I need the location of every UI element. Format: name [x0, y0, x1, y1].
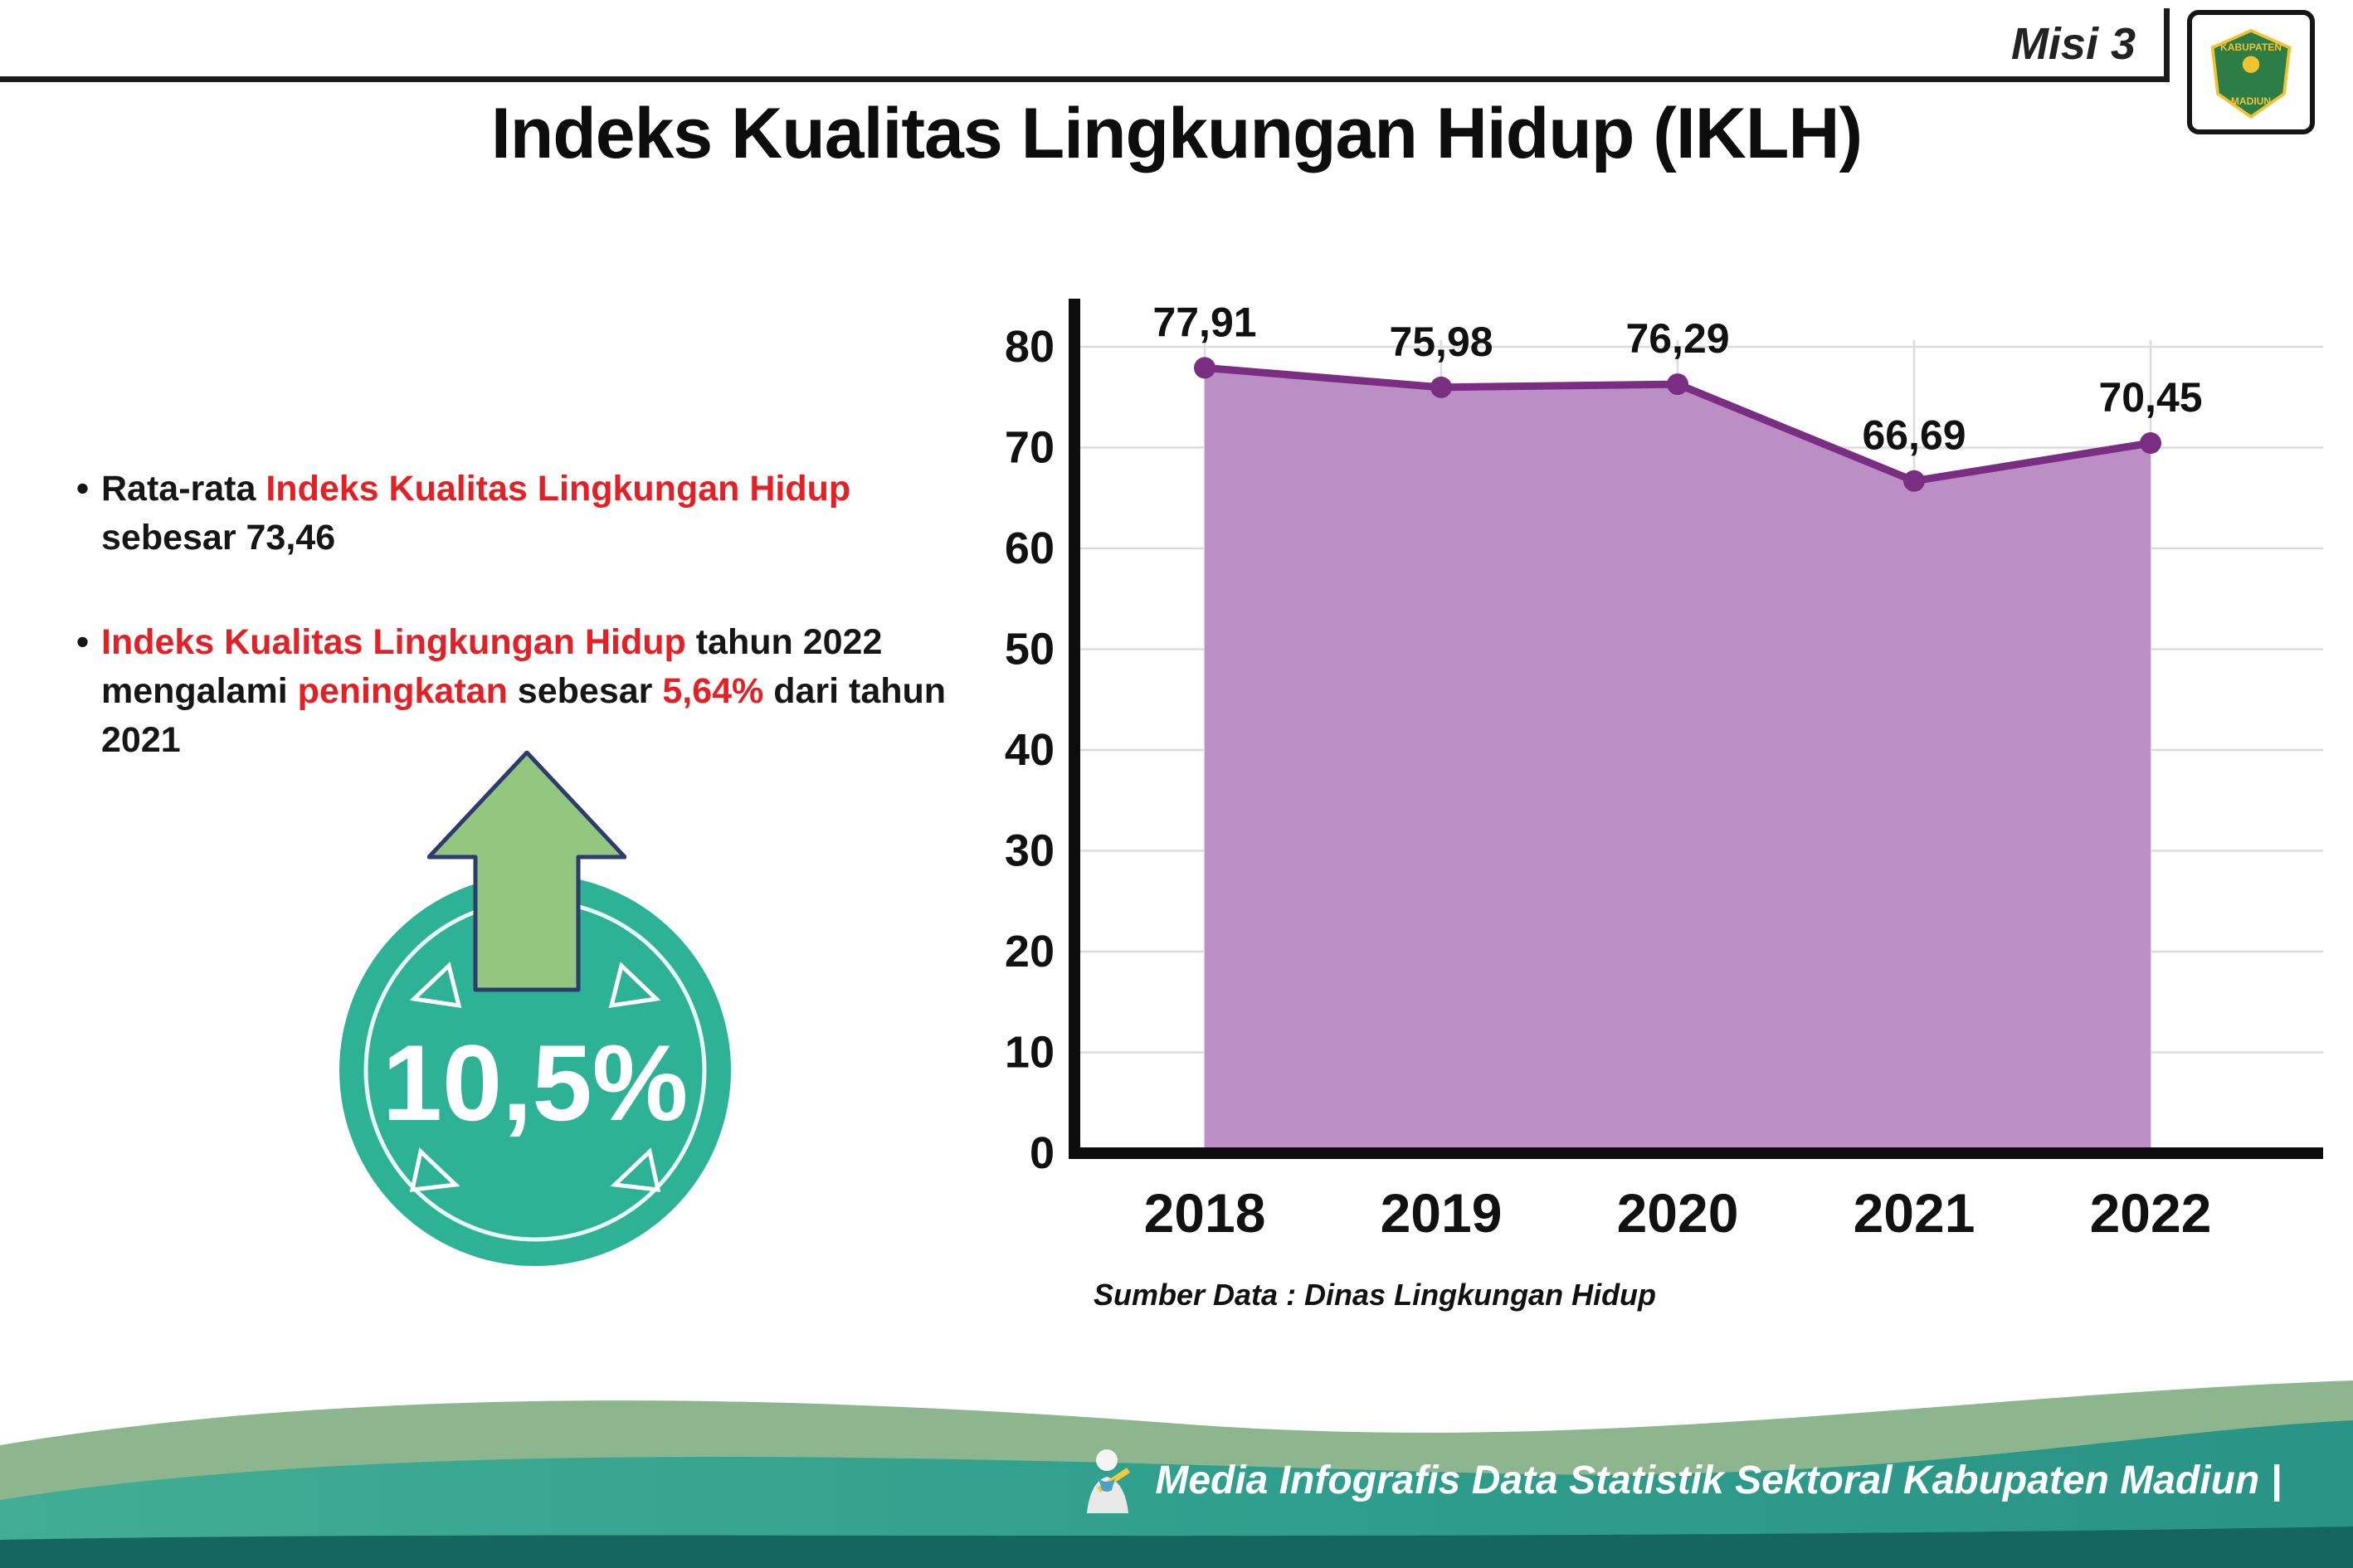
x-axis-label: 2020 [1617, 1182, 1739, 1244]
bullet-increase-2022: • Indeks Kualitas Lingkungan Hidup tahun … [76, 618, 964, 766]
footer-wave-art [0, 1376, 2353, 1568]
footer-caption-row: Media Infografis Data Statistik Sektoral… [1079, 1445, 2282, 1515]
badge-circle: 10,5% [339, 874, 731, 1266]
iklh-chart-area: 77,91 75,98 76,29 66,69 70,45 0 10 20 30 40 50 60 70… [979, 282, 2340, 1286]
crest-icon: KABUPATEN MADIUN [2210, 28, 2292, 119]
bullet2-highlight1: Indeks Kualitas Lingkungan Hidup [101, 621, 686, 662]
mascot-body [1087, 1477, 1129, 1513]
bullet-dot: • [76, 621, 90, 662]
x-axis-label: 2018 [1144, 1182, 1266, 1244]
logo-bottom-text: MADIUN [2231, 95, 2271, 107]
badge-percentage: 10,5% [382, 1022, 689, 1143]
y-axis-label: 40 [1005, 725, 1055, 775]
footer-wave-dark [0, 1527, 2353, 1568]
y-axis-label: 0 [1030, 1128, 1055, 1178]
badge-triangle-nw [409, 962, 462, 1009]
y-axis-label: 60 [1005, 523, 1055, 573]
misi-label: Misi 3 [2010, 19, 2136, 69]
bullet1-highlight: Indeks Kualitas Lingkungan Hidup [266, 469, 851, 509]
y-axis-label: 20 [1005, 927, 1055, 976]
up-arrow-shape [426, 750, 627, 992]
data-point-label: 75,98 [1389, 319, 1493, 365]
y-axis-label: 70 [1005, 423, 1055, 473]
header-rule [0, 76, 2167, 82]
bullet-average-iklh: • Rata-rata Indeks Kualitas Lingkungan Hi… [76, 465, 964, 563]
data-point-label: 77,91 [1152, 299, 1256, 345]
header-rule-corner [2164, 8, 2170, 82]
bullet1-value: sebesar 73,46 [101, 518, 336, 558]
bullet2-text1: tahun 2022 mengalami [101, 621, 883, 711]
bullet2-text3: dari tahun 2021 [101, 670, 947, 761]
data-point [2140, 432, 2161, 455]
source-caption: Sumber Data : Dinas Lingkungan Hidup [1094, 1278, 1657, 1312]
data-point [1430, 376, 1452, 398]
footer-caption: Media Infografis Data Statistik Sektoral… [1155, 1458, 2282, 1502]
page-title: Indeks Kualitas Lingkungan Hidup (IKLH) [490, 94, 1863, 173]
y-axis-label: 80 [1005, 322, 1055, 372]
x-axis-label: 2019 [1381, 1182, 1503, 1244]
badge-triangle-sw [409, 1147, 460, 1192]
footer-wave-white-line [0, 1376, 2353, 1444]
data-point [1194, 357, 1215, 379]
y-axis-line [1069, 299, 1080, 1159]
mascot-scarf [1099, 1478, 1116, 1492]
y-axis-label: 30 [1005, 826, 1055, 876]
logo-top-text: KABUPATEN [2220, 41, 2282, 53]
badge-triangle-se [610, 1147, 661, 1192]
crest-star [2242, 56, 2260, 73]
x-axis-line [1069, 1147, 2323, 1159]
mascot-icon [1087, 1449, 1131, 1513]
bullet2-text2: sebesar [507, 670, 663, 711]
data-point-label: 66,69 [1862, 412, 1966, 459]
bullet1-text: Rata-rata [101, 469, 266, 509]
y-axis-label: 50 [1005, 625, 1055, 674]
y-axis-label: 10 [1005, 1028, 1055, 1078]
bullet2-highlight3: 5,64% [662, 670, 764, 711]
up-arrow-icon [426, 750, 627, 993]
data-point-label: 76,29 [1625, 315, 1729, 362]
x-axis-label: 2022 [2090, 1182, 2212, 1244]
increase-badge: 10,5% [338, 873, 733, 1268]
footer-wave-teal [0, 1420, 2353, 1568]
kabupaten-madiun-logo: KABUPATEN MADIUN [2187, 10, 2315, 134]
data-point [1667, 373, 1688, 396]
summary-bullets: • Rata-rata Indeks Kualitas Lingkungan Hi… [76, 465, 964, 821]
bullet-dot: • [76, 469, 90, 509]
iklh-area-chart: 77,91 75,98 76,29 66,69 70,45 0 10 20 30 40 50 60 70… [1005, 299, 2323, 1244]
area-fill [1205, 368, 2151, 1153]
badge-triangle-ne [608, 962, 661, 1009]
crest-shield [2210, 28, 2292, 119]
up-arrow-svg [426, 750, 627, 992]
x-axis-label: 2021 [1854, 1182, 1975, 1244]
data-point [1903, 470, 1925, 492]
data-point-label: 70,45 [2098, 374, 2202, 421]
mascot-head [1096, 1449, 1118, 1471]
bullet2-highlight2: peningkatan [297, 670, 508, 711]
